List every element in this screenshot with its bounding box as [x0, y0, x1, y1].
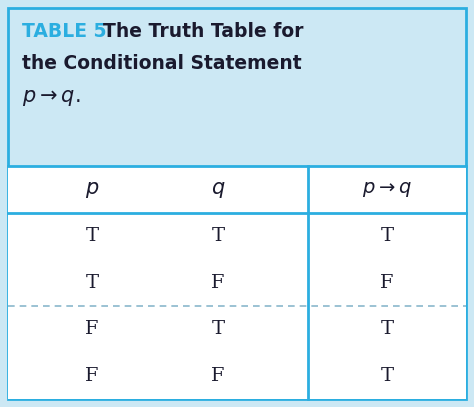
Text: $p \rightarrow q$: $p \rightarrow q$ [362, 180, 412, 199]
Text: T: T [85, 227, 99, 245]
Text: T: T [211, 227, 225, 245]
Text: $p \rightarrow q.$: $p \rightarrow q.$ [22, 88, 81, 108]
Text: F: F [380, 274, 394, 292]
Bar [8, 166, 466, 399]
Text: F: F [85, 320, 99, 338]
Text: T: T [85, 274, 99, 292]
Text: F: F [211, 367, 225, 385]
Text: The Truth Table for: The Truth Table for [90, 22, 303, 41]
Text: $q$: $q$ [211, 179, 225, 199]
Text: TABLE 5: TABLE 5 [22, 22, 107, 41]
Text: T: T [381, 367, 393, 385]
Text: T: T [381, 320, 393, 338]
Text: T: T [381, 227, 393, 245]
Text: $p$: $p$ [85, 179, 99, 199]
Text: the Conditional Statement: the Conditional Statement [22, 54, 301, 73]
Text: F: F [85, 367, 99, 385]
Text: T: T [211, 320, 225, 338]
Text: F: F [211, 274, 225, 292]
